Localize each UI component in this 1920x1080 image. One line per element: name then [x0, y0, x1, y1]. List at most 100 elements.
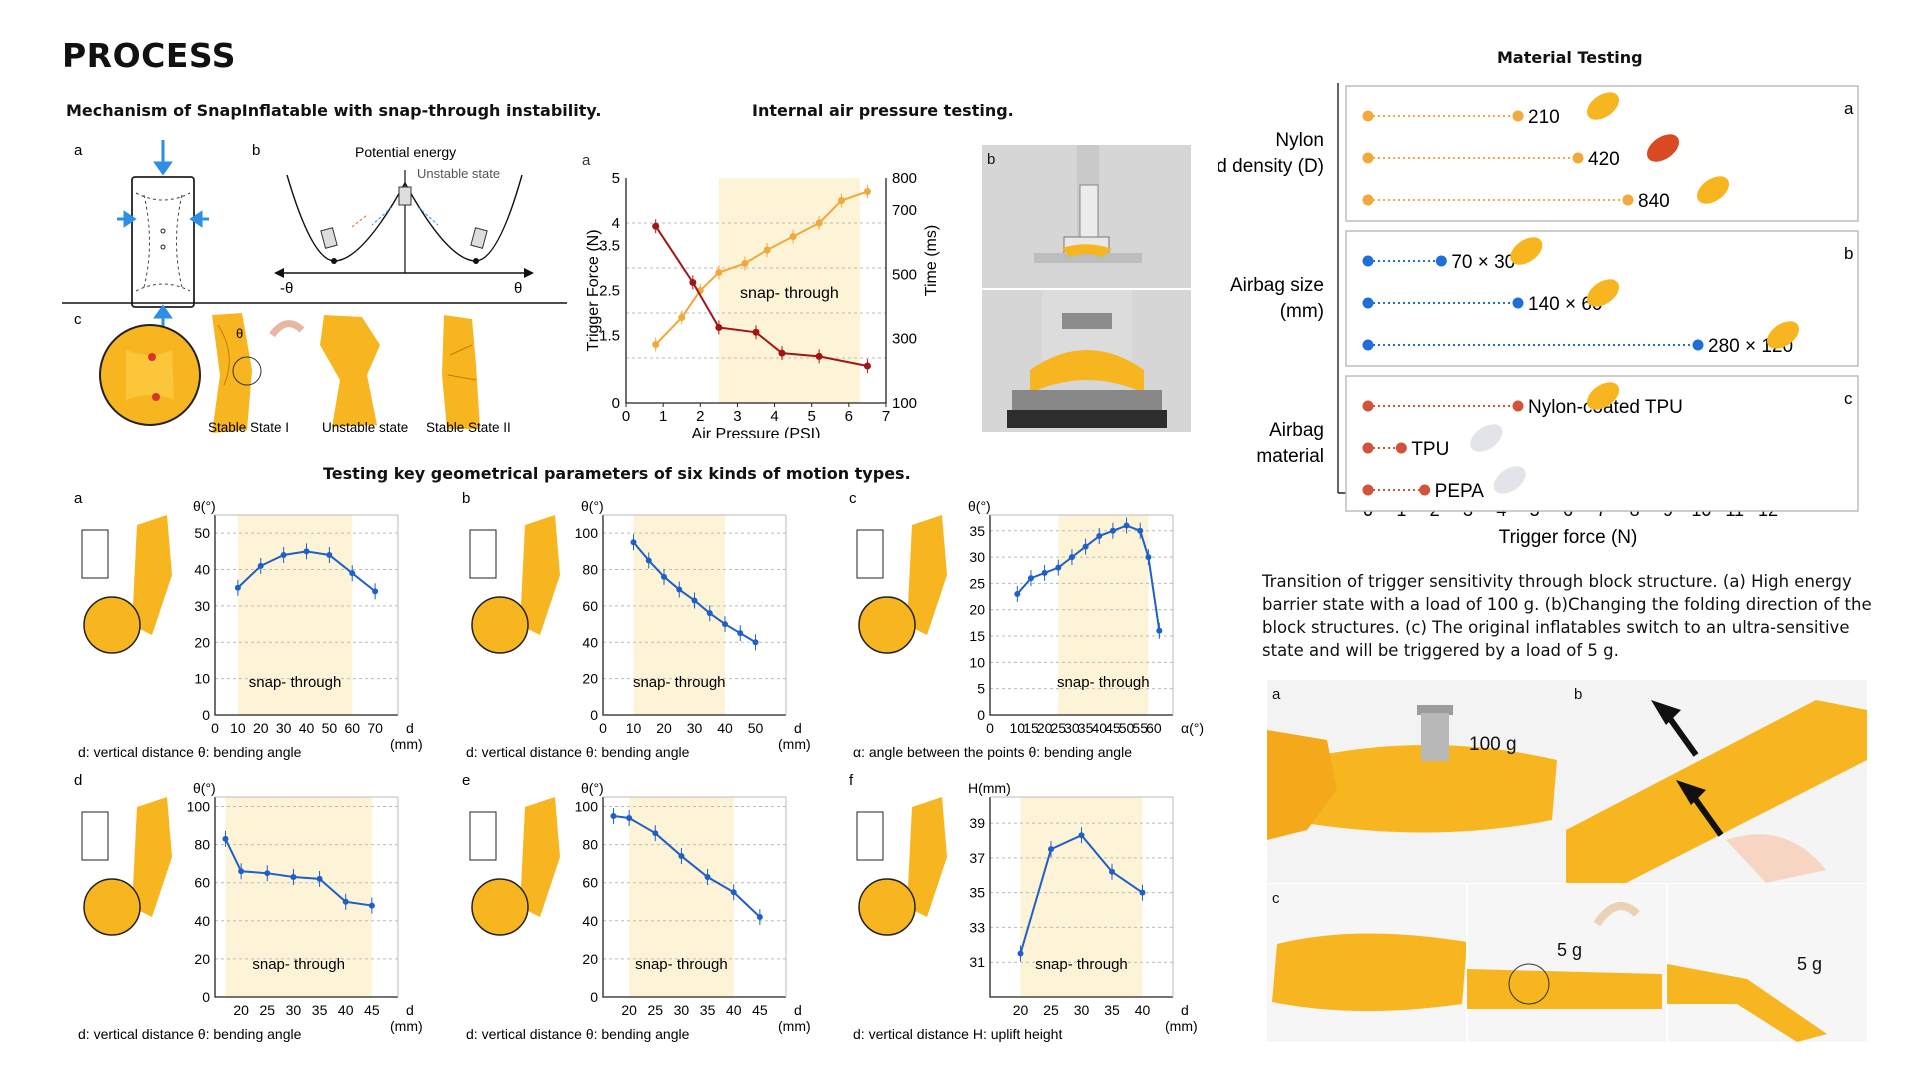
start-dot — [1362, 152, 1374, 164]
x-axis-label: Air Pressure (PSI) — [692, 426, 821, 438]
y-tick-label: 37 — [969, 850, 985, 866]
geometry-schematic — [469, 797, 560, 936]
band-label: snap- through — [252, 956, 345, 973]
item-label: 70 × 30 — [1451, 252, 1515, 273]
x-tick-label: 70 — [367, 720, 383, 736]
x-tick-label: 20 — [1037, 720, 1053, 736]
panel-letter-a: a — [74, 142, 83, 159]
y-right-axis-label: Time (ms) — [923, 225, 940, 296]
material-chart: 0123456789101112Trigger force (N)aNylont… — [1218, 83, 1859, 548]
group-label: Nylon thread density (D) — [1218, 130, 1324, 177]
data-point — [257, 562, 264, 569]
group-label-line: Airbag — [1269, 420, 1324, 441]
data-point — [222, 835, 229, 842]
x-axis-unit: (mm) — [390, 736, 423, 752]
data-point — [326, 552, 333, 558]
y-tick-label: 100 — [575, 525, 599, 541]
data-point — [1014, 590, 1021, 597]
mechanism-diagram: a b Potential energy Unstable state -θ θ… — [62, 140, 567, 435]
geometry-panel-a: a 0 10 20 30 40 50 0 10 20 30 40 50 60 70 d(mm) θ(°) snap… — [74, 490, 423, 760]
data-point — [342, 898, 349, 905]
sample-thumbnail — [1510, 237, 1543, 265]
x-tick-label: 60 — [344, 720, 360, 736]
y-tick-label: 0 — [977, 707, 985, 723]
data-point — [778, 349, 786, 357]
panel-letter: e — [462, 772, 470, 789]
y-tick-label: 40 — [582, 913, 598, 929]
group-panel-letter: a — [1844, 99, 1854, 118]
data-point — [863, 362, 871, 370]
y-tick-label: 40 — [582, 634, 598, 650]
data-point — [290, 874, 297, 880]
panel-letter-b: b — [252, 142, 260, 159]
y-axis-label: θ(°) — [968, 498, 991, 514]
item-label: 840 — [1638, 191, 1670, 212]
y-tick-label: 0 — [202, 707, 210, 723]
snap-through-band — [1058, 515, 1149, 715]
y-tick-label: 33 — [969, 919, 985, 935]
start-dot — [1362, 255, 1374, 267]
pressure-panel-letter: a — [582, 152, 591, 169]
data-point — [741, 260, 749, 267]
y-tick-label: 30 — [194, 598, 210, 614]
data-point — [715, 323, 723, 331]
data-point — [1048, 846, 1054, 853]
inflatable-outline-drawing — [131, 176, 195, 308]
y-tick-label: 31 — [969, 954, 985, 970]
data-point — [303, 548, 310, 555]
x-axis-label: d — [794, 720, 802, 736]
x-tick-label: 40 — [299, 720, 315, 736]
data-point — [630, 539, 637, 546]
sample-thumbnail — [1493, 466, 1526, 494]
end-dot — [1692, 339, 1704, 351]
y-axis-label: θ(°) — [193, 780, 216, 796]
y-tick-label: 39 — [969, 815, 985, 831]
y-tick-label: 35 — [969, 523, 985, 539]
y-tick-label: 100 — [187, 799, 211, 815]
panel-letter: f — [849, 772, 854, 789]
x-tick-label: 7 — [882, 408, 890, 425]
legend-text: d: vertical distance θ: bending angle — [466, 1026, 690, 1042]
x-axis-unit: (mm) — [778, 1018, 811, 1034]
x-tick-label: 0 — [211, 720, 219, 736]
data-point — [737, 630, 744, 637]
chart-axes — [602, 515, 786, 716]
x-tick-label: 10 — [230, 720, 246, 736]
schematic-zoom — [858, 596, 916, 654]
schematic-inflatable — [132, 515, 172, 635]
section-heading-mechanism: Mechanism of SnapInflatable with snap-th… — [66, 101, 602, 120]
chart-frame — [625, 178, 887, 404]
y-left-tick-label: 5 — [612, 170, 620, 187]
start-dot — [1362, 484, 1374, 496]
x-tick-label: 45 — [1105, 720, 1121, 736]
y-left-tick-label: 3.5 — [599, 238, 620, 255]
data-point — [715, 269, 723, 276]
state-label-2: Unstable state — [322, 420, 408, 435]
y-axis-label: H(mm) — [968, 780, 1011, 796]
schematic-outline — [469, 529, 497, 579]
panel-letter: c — [849, 490, 857, 507]
stable-state-photos: θ — [99, 313, 480, 433]
chart-axes — [214, 515, 398, 716]
schematic-outline — [469, 811, 497, 861]
data-point — [678, 314, 686, 321]
group-label-line: (mm) — [1280, 301, 1324, 322]
x-axis-label: d — [1181, 1002, 1189, 1018]
data-point — [626, 814, 633, 821]
data-point — [1068, 554, 1075, 561]
end-dot — [1419, 484, 1431, 496]
group-panel-letter: c — [1844, 389, 1853, 408]
x-tick-label: 30 — [687, 720, 703, 736]
data-point — [752, 639, 759, 646]
legend-text: d: vertical distance θ: bending angle — [466, 744, 690, 760]
schematic-zoom — [83, 878, 141, 936]
y-tick-label: 40 — [194, 562, 210, 578]
neg-theta-label: -θ — [280, 280, 293, 297]
x-tick-label: 3 — [733, 408, 741, 425]
panel-letter: a — [74, 490, 83, 507]
pressure-test-photo: b — [982, 145, 1191, 432]
x-tick-label: 6 — [845, 408, 853, 425]
x-tick-label: 30 — [1074, 1002, 1090, 1018]
